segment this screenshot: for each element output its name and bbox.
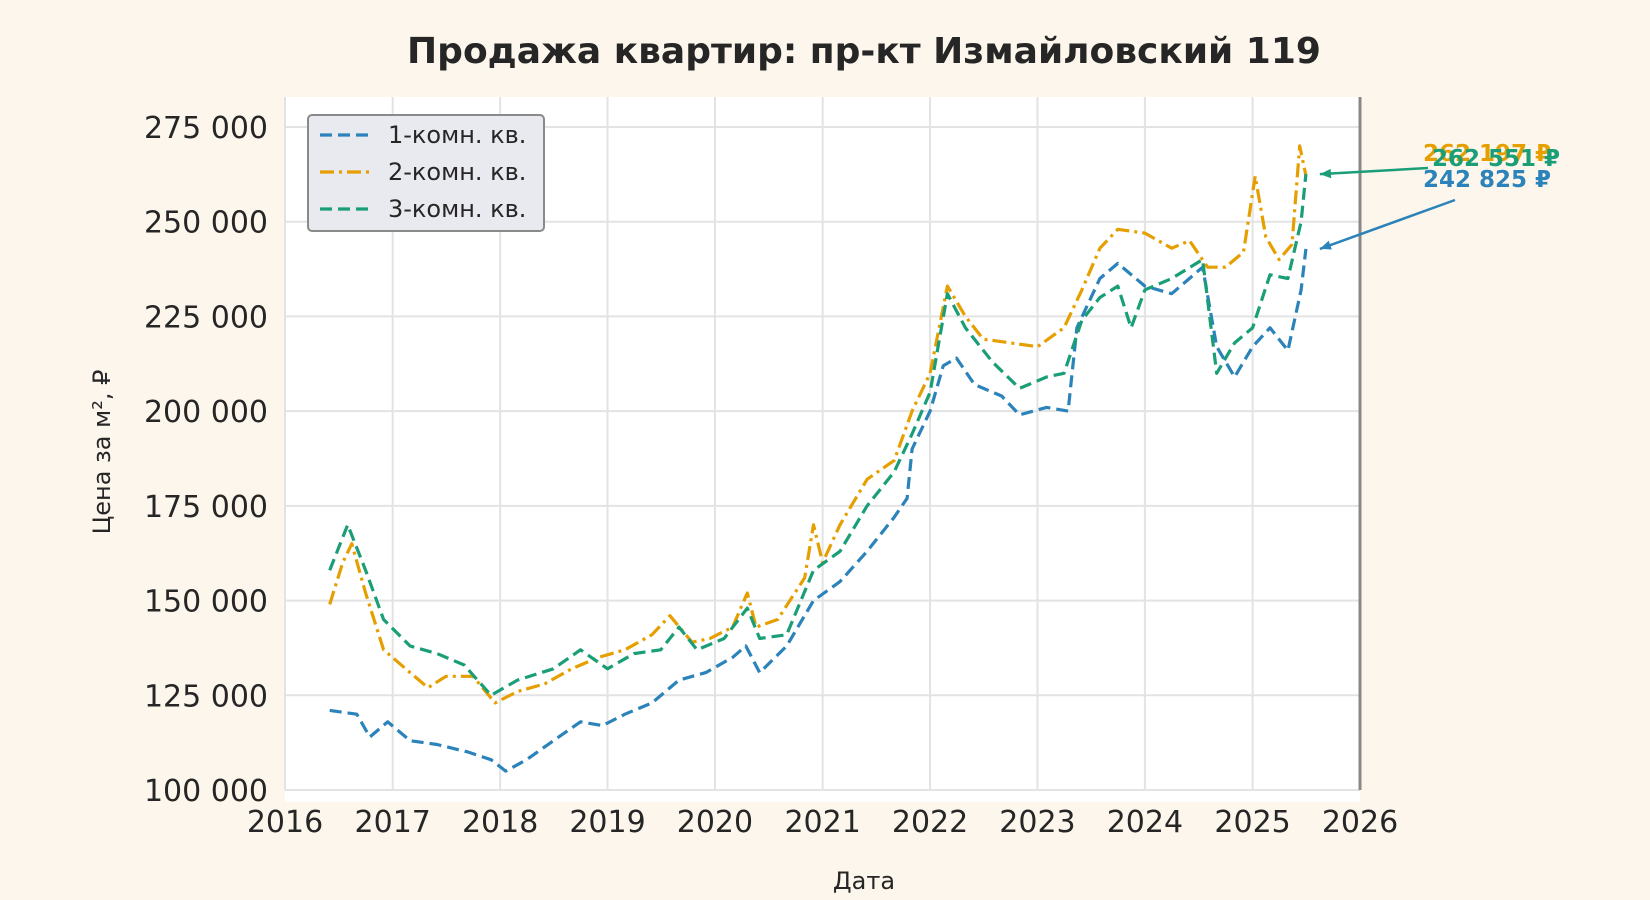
y-tick-label: 275 000 (144, 111, 268, 146)
y-tick-label: 200 000 (144, 395, 268, 430)
legend-item-3: 3-комн. кв. (320, 195, 526, 223)
last-value-annotations: 242 825 ₽ 262 197 ₽ 262 551 ₽ (1319, 141, 1560, 251)
x-axis-ticks: 2016 2017 2018 2019 2020 2021 2022 2023 2024 2025… (247, 805, 1398, 840)
legend-item-2: 2-комн. кв. (320, 158, 526, 186)
x-tick-label: 2021 (784, 805, 860, 840)
y-tick-label: 150 000 (144, 585, 268, 620)
y-tick-label: 225 000 (144, 300, 268, 335)
x-tick-label: 2019 (569, 805, 645, 840)
y-axis-ticks: 100 000 125 000 150 000 175 000 200 000 225 0… (144, 111, 268, 809)
y-axis-title: Цена за м², ₽ (88, 370, 116, 535)
series-line-1 (329, 248, 1308, 773)
annotation-arrowhead-1 (1319, 240, 1332, 250)
x-axis-title: Дата (833, 867, 895, 895)
chart-title: Продажа квартир: пр-кт Измайловский 119 (407, 31, 1321, 72)
annotation-arrowhead-3 (1319, 168, 1332, 179)
last-value-label-2: 262 197 ₽ (1423, 141, 1551, 167)
legend-label-2: 2-комн. кв. (388, 158, 526, 186)
y-tick-label: 175 000 (144, 490, 268, 525)
last-value-label-3: 262 551 ₽ (1432, 146, 1560, 172)
last-value-label-1: 242 825 ₽ (1423, 167, 1551, 193)
legend: 1-комн. кв. 2-комн. кв. 3-комн. кв. (307, 114, 545, 232)
legend-item-1: 1-комн. кв. (320, 121, 526, 149)
x-tick-label: 2025 (1214, 805, 1290, 840)
y-tick-label: 250 000 (144, 206, 268, 241)
x-tick-label: 2022 (892, 805, 968, 840)
x-tick-label: 2024 (1107, 805, 1183, 840)
annotation-arrow-1 (1319, 198, 1456, 251)
x-tick-label: 2017 (355, 805, 431, 840)
annotation-arrow-3 (1319, 166, 1429, 176)
x-tick-label: 2026 (1322, 805, 1398, 840)
x-tick-label: 2020 (677, 805, 753, 840)
x-tick-label: 2023 (999, 805, 1075, 840)
legend-box (307, 114, 545, 232)
series-layer (328, 144, 1308, 773)
y-tick-label: 100 000 (144, 774, 268, 809)
legend-label-3: 3-комн. кв. (388, 195, 526, 223)
x-tick-label: 2016 (247, 805, 323, 840)
y-tick-label: 125 000 (144, 679, 268, 714)
legend-label-1: 1-комн. кв. (388, 121, 526, 149)
x-tick-label: 2018 (462, 805, 538, 840)
